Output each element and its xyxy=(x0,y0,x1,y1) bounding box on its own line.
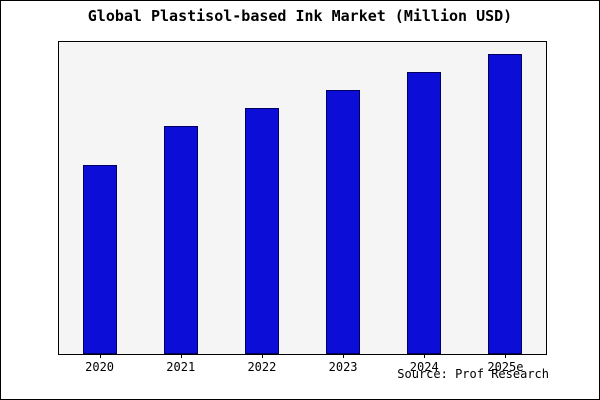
x-tickmark xyxy=(261,354,263,358)
x-tickmark xyxy=(505,354,507,358)
x-tickmark xyxy=(343,354,345,358)
x-ticklabel-2025e: 2025e xyxy=(487,360,524,374)
bar-2023 xyxy=(326,90,361,354)
x-ticklabel-2022: 2022 xyxy=(247,360,277,374)
bar-2025e xyxy=(488,54,523,354)
x-tickmark xyxy=(99,354,101,358)
bar-2024 xyxy=(407,72,442,354)
x-ticklabel-2021: 2021 xyxy=(166,360,196,374)
plot-area xyxy=(58,41,547,355)
x-tickmark xyxy=(424,354,426,358)
x-ticklabel-2020: 2020 xyxy=(85,360,115,374)
bar-2021 xyxy=(163,126,198,354)
x-ticklabel-2023: 2023 xyxy=(328,360,358,374)
bar-2020 xyxy=(82,165,117,354)
bar-2022 xyxy=(244,108,279,354)
source-credit: Source: Prof Research xyxy=(397,367,549,381)
x-tickmark xyxy=(180,354,182,358)
chart-title: Global Plastisol-based Ink Market (Milli… xyxy=(87,7,513,25)
x-ticklabel-2024: 2024 xyxy=(409,360,439,374)
x-axis: 2020 2021 2022 2023 2024 2025e xyxy=(58,354,547,378)
